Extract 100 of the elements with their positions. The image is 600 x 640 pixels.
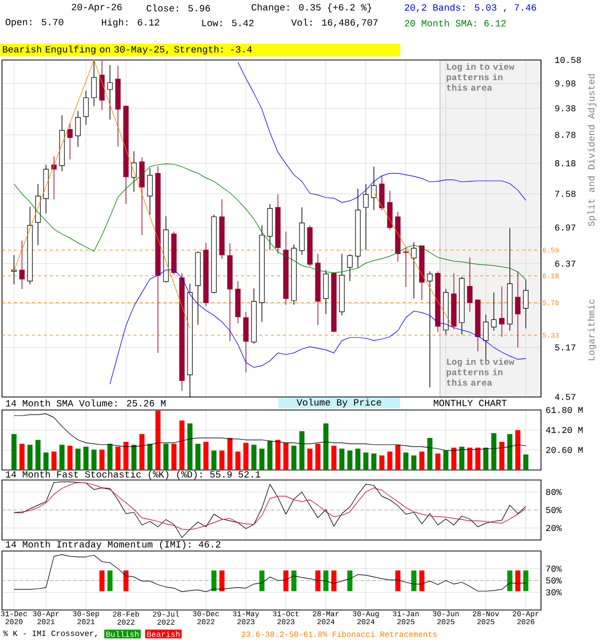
candlestick <box>363 184 369 250</box>
candlestick <box>147 168 153 215</box>
bar <box>459 446 464 470</box>
bar <box>235 452 240 470</box>
bar <box>155 410 160 470</box>
bar <box>91 450 97 470</box>
candlestick <box>371 166 377 210</box>
bar <box>451 448 456 470</box>
bar <box>203 442 208 470</box>
text: Close: 5.96 <box>146 4 210 12</box>
bar <box>59 444 65 470</box>
candlestick <box>523 279 529 329</box>
bar <box>275 440 280 470</box>
candlestick <box>107 64 113 120</box>
bar <box>427 438 432 470</box>
text: 20 Month SMA: 6.12 <box>404 20 506 26</box>
bar <box>35 440 41 470</box>
y-tick-label: 7.58 <box>555 190 576 197</box>
y-tick-label: 9.38 <box>555 105 576 112</box>
bar <box>67 446 73 470</box>
text: MONTHLY CHART <box>434 400 507 406</box>
bar <box>403 452 408 470</box>
y-tick-label: 6.37 <box>555 260 576 267</box>
bar <box>83 446 89 470</box>
bar <box>363 452 368 470</box>
series-label: 14 Month SMA Volume: 25.26 M <box>6 400 166 406</box>
bar <box>171 444 176 470</box>
y-tick-label: 4.57 <box>554 394 576 400</box>
bar <box>179 420 184 470</box>
bar <box>251 444 256 470</box>
bar <box>139 434 145 470</box>
text: 20-Apr-26 <box>72 4 122 12</box>
bar <box>435 453 440 470</box>
bar <box>19 444 25 470</box>
bar <box>227 438 232 470</box>
candlestick <box>515 270 521 348</box>
chart-title: 14 Month Intraday Momentum (IMI): 46.2 <box>6 540 220 550</box>
bar <box>499 442 504 470</box>
bar <box>515 430 520 470</box>
bar <box>395 444 400 470</box>
candlestick <box>83 90 89 126</box>
y-tick-label: 10.58 <box>555 56 581 64</box>
annotation: Log in to view patterns in this area <box>446 63 514 91</box>
bar <box>467 448 472 470</box>
bar <box>371 453 376 470</box>
bar <box>219 450 224 470</box>
bar <box>267 440 272 470</box>
candlestick <box>403 246 409 288</box>
candlestick <box>347 254 353 282</box>
bar <box>307 448 312 470</box>
bar <box>123 442 129 470</box>
bar <box>331 446 336 470</box>
bar <box>187 423 192 470</box>
bar <box>443 450 448 470</box>
text: 20,2 Bands: 5.03 , 7.46 <box>404 4 536 12</box>
bar <box>347 450 352 470</box>
y-tick-label: 41.20 M <box>546 426 583 434</box>
y-tick-label: 8.78 <box>555 132 576 138</box>
candlestick <box>491 292 497 332</box>
y-tick-label: 50% <box>546 506 562 514</box>
y-tick-label: 20.60 M <box>546 446 583 454</box>
bar <box>27 444 33 470</box>
text: Volume By Price <box>296 398 382 408</box>
bar <box>163 444 168 470</box>
bar <box>259 448 264 470</box>
text: Open: 5.70 <box>6 18 64 28</box>
text: High: 6.12 <box>102 18 160 28</box>
text: Vol: 16,486,707 <box>291 18 378 28</box>
bar <box>51 452 57 470</box>
candlestick <box>131 150 137 192</box>
candlestick <box>75 110 81 148</box>
bar <box>379 455 384 470</box>
bar <box>147 444 153 470</box>
candlestick <box>243 311 249 373</box>
text: Change: 0.35 {+6.2 %} <box>252 4 372 12</box>
bar <box>11 434 17 470</box>
candlestick <box>467 257 473 312</box>
bar <box>211 450 216 470</box>
chart-title: 14 Month Fast Stochastic (%K) (%D): 55.9 52.1 <box>6 470 260 480</box>
candlestick <box>427 270 433 388</box>
bar <box>115 446 121 470</box>
y-tick-label: 50% <box>546 577 562 584</box>
bar <box>507 434 512 470</box>
candlestick <box>11 254 17 285</box>
y-tick-label: 70% <box>546 566 562 572</box>
bar <box>291 446 296 470</box>
candlestick <box>499 286 505 338</box>
annotation: Log in to view patterns in this area <box>446 358 514 386</box>
bar <box>99 450 105 470</box>
y-tick-label: 9.98 <box>555 80 576 86</box>
text: Split and Dividend Adjusted <box>588 74 596 226</box>
y-tick-label: 30% <box>546 589 562 596</box>
y-tick-label: 20% <box>546 524 562 532</box>
text: Low: 5.42 <box>202 20 254 26</box>
y-tick-label: 6.97 <box>555 224 576 231</box>
bar <box>475 448 480 470</box>
y-tick-label: 61.80 M <box>546 406 583 414</box>
text: Logarithmic <box>588 299 596 360</box>
candlestick <box>67 122 73 160</box>
bar <box>483 448 488 470</box>
